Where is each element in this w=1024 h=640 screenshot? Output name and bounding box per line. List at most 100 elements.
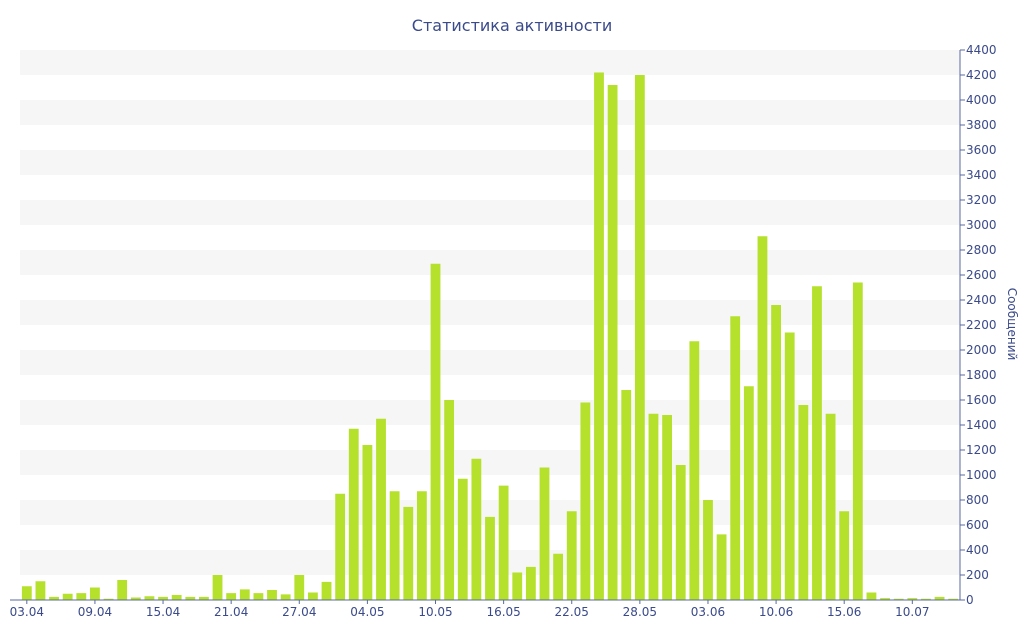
x-tick-label: 09.04 (78, 605, 112, 619)
chart-title: Статистика активности (412, 16, 612, 35)
y-tick-label: 2800 (966, 243, 997, 257)
bar (21, 586, 32, 600)
bar (880, 598, 890, 601)
bar (771, 305, 781, 600)
y-tick-label: 3000 (966, 218, 997, 232)
bar (171, 595, 182, 600)
bar (907, 598, 918, 601)
y-tick-label: 2200 (966, 318, 997, 332)
y-tick-label: 4000 (966, 93, 997, 107)
x-tick-label: 16.05 (486, 605, 520, 619)
bar (580, 402, 591, 600)
bar (934, 596, 945, 601)
bar (444, 400, 455, 600)
x-tick-label: 27.04 (282, 605, 316, 619)
bar (457, 478, 468, 600)
y-tick-label: 3400 (966, 168, 997, 182)
bar (307, 592, 318, 600)
x-tick-label: 03.06 (691, 605, 725, 619)
bar (784, 332, 795, 600)
grid-band (20, 250, 960, 275)
bar-series (21, 72, 959, 601)
bar (430, 263, 441, 600)
bar (743, 386, 754, 600)
bar (512, 572, 523, 600)
bar (716, 534, 727, 601)
bar (471, 458, 482, 600)
bar (376, 418, 386, 600)
x-tick-label: 03.04 (10, 605, 44, 619)
y-tick-label: 1400 (966, 418, 997, 432)
bar (199, 596, 209, 601)
bar (703, 500, 713, 600)
bar (566, 511, 577, 600)
bar (321, 581, 332, 601)
y-tick-label: 3200 (966, 193, 997, 207)
bar (893, 598, 904, 600)
y-tick-label: 800 (966, 493, 989, 507)
bar (798, 405, 809, 600)
grid-band (20, 350, 960, 375)
bar (621, 390, 632, 600)
grid-band (20, 50, 960, 75)
bar (852, 282, 863, 600)
bar (62, 593, 73, 600)
bar (362, 445, 373, 600)
bar (730, 316, 741, 600)
bar (689, 341, 700, 600)
bar (239, 589, 250, 601)
bar (921, 598, 931, 600)
bar (675, 465, 686, 600)
bar (294, 575, 305, 600)
y-tick-label: 2000 (966, 343, 997, 357)
bar (607, 85, 618, 600)
bar (117, 580, 128, 600)
bar (158, 596, 168, 601)
x-tick-label: 10.07 (895, 605, 929, 619)
bar (348, 428, 359, 600)
bar (212, 575, 223, 600)
x-tick-label: 15.06 (827, 605, 861, 619)
bar (185, 596, 196, 601)
x-tick-label: 15.04 (146, 605, 180, 619)
bar (49, 596, 59, 601)
bar (130, 597, 141, 600)
bar (226, 593, 237, 601)
y-tick-label: 2600 (966, 268, 997, 282)
bar (485, 516, 495, 601)
bar (839, 511, 850, 600)
bar (553, 553, 564, 600)
bar (144, 596, 155, 600)
bar (253, 593, 264, 601)
bar (525, 566, 536, 601)
x-tick-label: 21.04 (214, 605, 248, 619)
x-tick-label: 10.05 (418, 605, 452, 619)
bar (539, 467, 550, 600)
bar (594, 72, 604, 600)
bar (267, 590, 277, 600)
bar (90, 587, 100, 600)
y-axis-label: Сообщений (1005, 288, 1019, 361)
grid-band (20, 150, 960, 175)
y-tick-label: 1000 (966, 468, 997, 482)
x-tick-label: 22.05 (555, 605, 589, 619)
axes: 0 200 400 600 800 1000 1200 1400 1600 1800 2000 220… (10, 43, 997, 619)
x-tick-label: 04.05 (350, 605, 384, 619)
bar (76, 593, 87, 601)
y-tick-label: 600 (966, 518, 989, 532)
grid-band (20, 100, 960, 125)
bar (866, 592, 877, 600)
y-tick-label: 0 (966, 593, 974, 607)
y-tick-label: 400 (966, 543, 989, 557)
bar (948, 598, 959, 600)
bar (498, 485, 509, 601)
bar (389, 491, 400, 600)
y-tick-label: 3600 (966, 143, 997, 157)
bar (335, 493, 346, 600)
y-tick-label: 1200 (966, 443, 997, 457)
x-tick-label: 28.05 (623, 605, 657, 619)
bar (662, 415, 673, 600)
y-tick-label: 200 (966, 568, 989, 582)
